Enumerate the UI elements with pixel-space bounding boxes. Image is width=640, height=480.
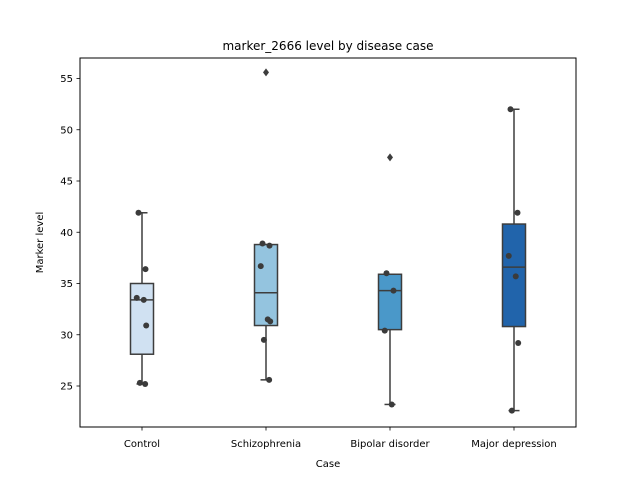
y-tick-label: 30: [60, 330, 73, 341]
x-axis-label: Case: [316, 459, 340, 470]
data-point: [259, 240, 266, 247]
x-tick-label: Bipolar disorder: [350, 439, 430, 450]
data-point: [383, 270, 390, 277]
chart-title: marker_2666 level by disease case: [222, 39, 433, 53]
y-tick-label: 25: [60, 382, 73, 393]
data-point: [140, 296, 147, 303]
y-tick-label: 35: [60, 279, 73, 290]
box-group-control: [129, 209, 155, 387]
outlier-marker: [387, 153, 393, 162]
box-group-major-depression: [501, 106, 527, 414]
outlier-marker: [263, 68, 269, 77]
data-point: [507, 106, 514, 113]
y-tick-label: 55: [60, 74, 73, 85]
data-point: [388, 401, 395, 408]
iqr-box: [377, 273, 403, 331]
data-point: [257, 263, 264, 270]
data-point: [514, 209, 521, 216]
data-point: [135, 209, 142, 216]
data-point: [142, 380, 149, 387]
data-point: [266, 376, 273, 383]
iqr-box: [253, 243, 279, 327]
box-group-schizophrenia: [253, 68, 279, 383]
data-point: [505, 252, 512, 259]
axes-frame: [79, 57, 577, 428]
y-tick-label: 40: [60, 228, 73, 239]
data-point: [381, 327, 388, 334]
data-point: [142, 266, 149, 273]
iqr-box: [129, 282, 155, 355]
x-tick-label: Control: [124, 439, 160, 450]
data-point: [136, 379, 143, 386]
x-tick-label: Major depression: [471, 439, 557, 450]
y-axis-label: Marker level: [35, 212, 46, 274]
box-group-bipolar-disorder: [377, 153, 403, 408]
y-tick-label: 45: [60, 177, 73, 188]
data-point: [267, 318, 274, 325]
data-point: [260, 336, 267, 343]
x-tick-label: Schizophrenia: [231, 439, 301, 450]
y-tick-label: 50: [60, 125, 73, 136]
plot-area: [129, 68, 527, 414]
data-point: [512, 273, 519, 280]
data-point: [508, 407, 515, 414]
data-point: [515, 339, 522, 346]
y-axis: 25 30 35 40 45 50 55: [60, 74, 80, 393]
data-point: [390, 287, 397, 294]
data-point: [266, 242, 273, 249]
data-point: [133, 294, 140, 301]
x-axis: Control Schizophrenia Bipolar disorder Majo…: [124, 427, 557, 450]
data-point: [143, 322, 150, 329]
